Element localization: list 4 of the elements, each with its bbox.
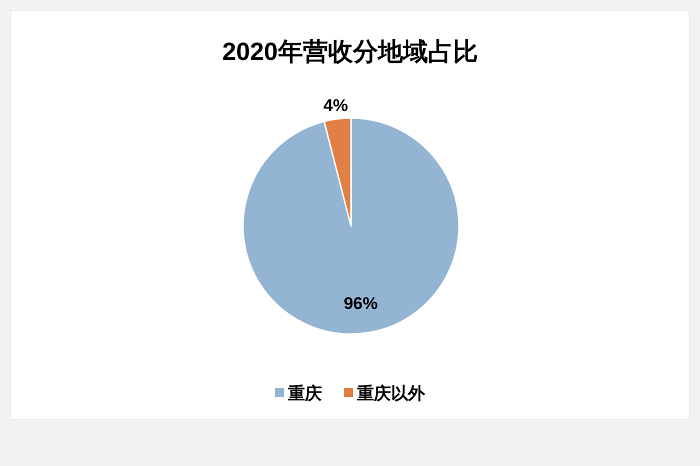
legend-label: 重庆以外: [356, 384, 426, 403]
legend-label: 重庆: [287, 384, 322, 403]
legend: 重庆 重庆以外: [275, 384, 425, 403]
title: 2020年营收分地域占比: [222, 38, 478, 66]
